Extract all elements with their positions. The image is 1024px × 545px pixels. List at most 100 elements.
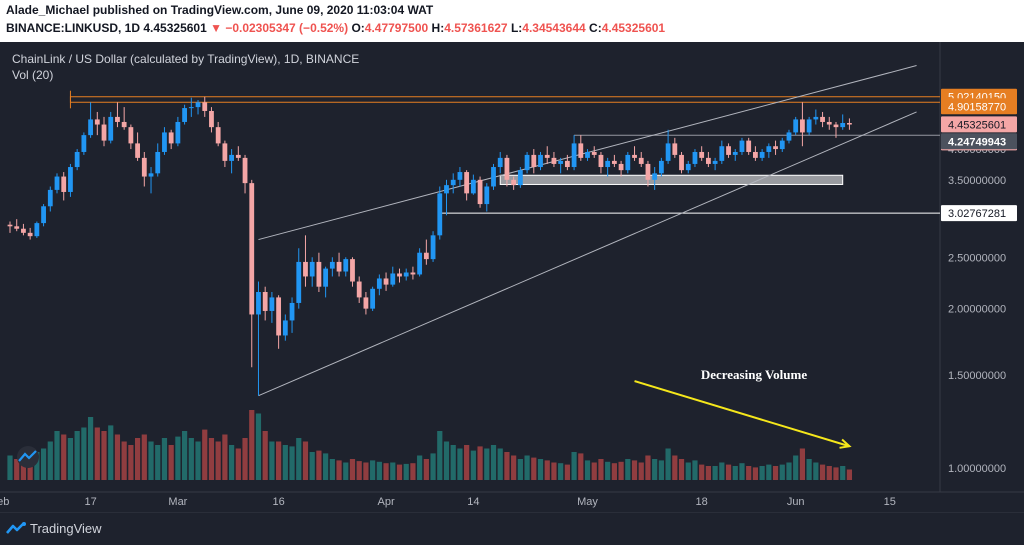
candle-body (235, 154, 241, 158)
candle-body (343, 259, 349, 272)
volume-bar (813, 462, 819, 480)
volume-bar (188, 438, 194, 480)
candle-body (323, 268, 329, 287)
price-chart[interactable]: 1.00000000 1.50000000 2.00000000 2.50000000… (0, 42, 1024, 512)
price-label: 4.24749943 (948, 136, 1006, 148)
candle-body (813, 116, 819, 120)
volume-bar (87, 417, 94, 480)
candle-body (34, 223, 40, 237)
volume-bar (484, 448, 490, 480)
volume-bar (658, 460, 664, 480)
volume-bar (121, 441, 127, 480)
ohlc-high: 4.57361627 (444, 21, 508, 35)
volume-bar (652, 459, 658, 480)
candle-body (800, 119, 805, 133)
volume-bar (168, 445, 174, 480)
volume-bar (779, 464, 785, 480)
candle-body (242, 157, 248, 184)
candle-body (430, 235, 436, 260)
volume-bar (504, 452, 510, 480)
candle-body (256, 291, 261, 315)
candle-body (47, 189, 53, 207)
y-tick-label: 1.50000000 (948, 370, 1006, 382)
volume-legend: Vol (20) (12, 68, 54, 82)
volume-bar (134, 438, 141, 480)
x-tick-label: 15 (884, 496, 896, 508)
chart-area[interactable]: 1.00000000 1.50000000 2.00000000 2.50000000… (0, 42, 1024, 512)
volume-bar (61, 434, 67, 480)
candle-body (833, 124, 839, 128)
candle-body (370, 288, 376, 309)
candle-body (524, 154, 530, 171)
volume-bar (403, 463, 409, 480)
candle-body (732, 151, 738, 155)
volume-bar (685, 462, 691, 480)
volume-bar (430, 453, 436, 480)
volume-bar (309, 452, 315, 480)
candle-body (202, 102, 208, 111)
footer: TradingView (0, 512, 1024, 545)
candle-body (685, 163, 691, 171)
candle-body (282, 320, 288, 336)
volume-bar (390, 462, 396, 480)
candle-body (645, 163, 651, 180)
volume-bar (833, 467, 839, 480)
candle-body (679, 154, 684, 171)
tradingview-logo-icon (6, 522, 26, 534)
candle-body (773, 146, 778, 150)
volume-bar (181, 431, 188, 480)
candle-body (820, 116, 825, 122)
candle-body (826, 121, 832, 125)
y-tick-label: 1.00000000 (948, 463, 1006, 475)
candle-body (457, 172, 463, 180)
volume-bar (410, 463, 416, 480)
candle-body (74, 151, 80, 168)
volume-bar (531, 457, 537, 480)
price-label: 4.45325601 (948, 119, 1006, 131)
candle-body (403, 272, 409, 277)
volume-bar (108, 425, 114, 480)
volume-bar (370, 460, 376, 480)
candle-body (444, 185, 449, 194)
volume-bar (524, 455, 530, 480)
candle-body (27, 232, 33, 237)
candle-body (101, 124, 107, 141)
volume-bar (336, 460, 342, 480)
candle-body (759, 151, 765, 158)
candle-body (81, 135, 87, 152)
volume-bar (269, 441, 275, 480)
candle-body (672, 143, 678, 155)
volume-bar (464, 445, 470, 480)
candle-body (665, 143, 671, 161)
volume-bar (766, 464, 772, 480)
candle-body (618, 163, 624, 171)
volume-bar (302, 441, 309, 480)
candle-body (135, 143, 140, 158)
candle-body (538, 154, 543, 168)
ohlc-l-label: L: (510, 21, 523, 35)
volume-bar (544, 460, 550, 480)
volume-bar (537, 459, 544, 480)
y-tick-label: 3.50000000 (948, 175, 1006, 187)
candle-body (363, 297, 369, 309)
volume-bar (383, 463, 389, 480)
candle-body (450, 179, 456, 186)
candle-body (115, 116, 120, 122)
candle-body (705, 157, 711, 164)
volume-bar (497, 448, 503, 480)
candle-body (578, 143, 584, 158)
volume-bar (20, 456, 27, 480)
ohlc-o-label: O: (351, 21, 365, 35)
candle-body (316, 261, 322, 287)
volume-bar (67, 438, 74, 480)
candle-body (658, 160, 664, 174)
volume-bar (638, 462, 644, 480)
volume-bar (343, 462, 349, 480)
candle-body (390, 273, 396, 285)
volume-bar (511, 455, 517, 480)
footer-brand[interactable]: TradingView (30, 521, 102, 536)
volume-bar (598, 459, 604, 480)
candle-body (215, 127, 221, 144)
candle-body (296, 261, 302, 303)
candle-body (94, 119, 100, 125)
